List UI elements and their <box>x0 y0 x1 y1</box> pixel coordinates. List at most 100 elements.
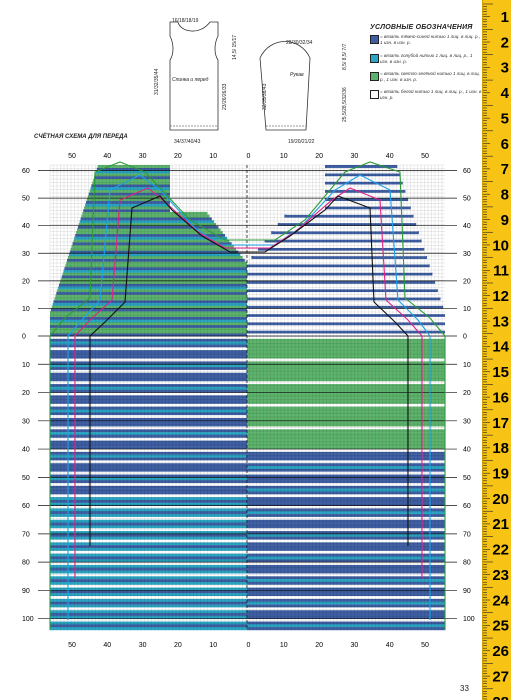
upper-right-row <box>325 176 401 179</box>
upper-right-row <box>325 173 400 177</box>
ruler-number: 23 <box>492 567 509 584</box>
stripe-row-left <box>50 372 247 376</box>
stripe-row-right <box>247 403 445 407</box>
y-tick-label-left: 50 <box>22 475 30 482</box>
page-number: 33 <box>460 684 469 693</box>
upper-right-row <box>325 203 410 207</box>
stripe-row-right <box>247 615 445 619</box>
x-tick-label-top: 20 <box>174 153 182 160</box>
ruler-number: 14 <box>492 339 509 356</box>
upper-left-row <box>74 236 228 240</box>
stripe-row-left <box>50 449 247 453</box>
stripe-row-right <box>247 361 445 365</box>
stripe-row-right <box>247 508 445 512</box>
stripe-row-right <box>247 466 445 470</box>
stripe-row-left <box>50 437 247 441</box>
upper-left-row <box>67 258 245 262</box>
stripe-row-left <box>50 381 247 385</box>
stripe-row-left <box>50 508 247 512</box>
stripe-row-right <box>247 522 445 526</box>
stripe-row-right <box>247 392 445 396</box>
stripe-row-left <box>50 522 247 526</box>
size-outline-blue <box>67 174 431 620</box>
stripe-row-left <box>50 480 247 484</box>
stripe-row-left <box>50 542 247 546</box>
y-tick-label-left: 90 <box>22 588 30 595</box>
upper-left-row <box>50 322 247 326</box>
stripe-row-right <box>247 409 445 413</box>
stripe-row-right <box>247 381 445 385</box>
stripe-row-right <box>247 525 445 529</box>
y-tick-label-left: 20 <box>22 390 30 397</box>
stripe-row-right <box>247 618 445 622</box>
ruler-number: 22 <box>492 542 509 559</box>
y-tick-label-right: 80 <box>463 560 471 567</box>
stripe-row-right <box>247 494 445 498</box>
upper-left-row <box>63 269 247 273</box>
stripe-row-right <box>247 587 445 591</box>
x-tick-label-top: 0 <box>247 153 251 160</box>
stripe-row-left <box>50 576 247 580</box>
ruler-number: 2 <box>501 34 509 51</box>
measuring-ruler: 1 2 3 4 5 6 7 8 9 10 11 12 13 14 15 16 17 18 19 20 21 22 23 24 2… <box>482 0 511 700</box>
stripe-row-right <box>247 423 445 427</box>
upper-right-row <box>247 327 445 331</box>
stripe-row-right <box>247 406 445 410</box>
stripe-row-right <box>247 621 445 625</box>
front-top-measure: 16/18/18/19 <box>172 18 199 24</box>
stripe-row-right <box>247 432 445 436</box>
stripe-row-left <box>50 505 247 509</box>
ruler-number: 9 <box>501 212 509 229</box>
stripe-row-left <box>50 562 247 566</box>
stripe-row-right <box>247 336 445 340</box>
stripe-row-right <box>247 350 445 354</box>
stripe-row-left <box>50 550 247 554</box>
upper-right-row <box>247 294 440 298</box>
upper-left-row <box>77 225 219 229</box>
y-tick-label-right: 20 <box>463 278 471 285</box>
stripe-row-left <box>50 389 247 393</box>
ruler-number: 19 <box>492 466 509 483</box>
x-tick-label-bottom: 20 <box>315 642 323 649</box>
y-tick-label-left: 20 <box>22 278 30 285</box>
stripe-row-right <box>247 596 445 600</box>
upper-left-row <box>84 206 170 210</box>
x-tick-label-top: 10 <box>280 153 288 160</box>
ruler-number: 3 <box>501 60 509 77</box>
y-tick-label-right: 60 <box>463 168 471 175</box>
navy-swatch <box>370 35 379 44</box>
x-tick-label-bottom: 40 <box>386 642 394 649</box>
y-tick-label-left: 30 <box>22 251 30 258</box>
upper-left-row <box>91 184 170 188</box>
ruler-number: 25 <box>492 618 509 635</box>
upper-right-row <box>260 244 424 248</box>
legend-item: = вязать светло-зелёной нитью 1 лиц. в л… <box>370 71 482 82</box>
y-tick-label-right: 70 <box>463 531 471 538</box>
stripe-row-right <box>247 372 445 376</box>
upper-right-row <box>253 253 427 257</box>
stripe-row-right <box>247 483 445 487</box>
stripe-row-left <box>50 483 247 487</box>
upper-right-row <box>247 278 435 282</box>
stripe-row-right <box>247 398 445 402</box>
stripe-row-left <box>50 528 247 532</box>
upper-left-row <box>50 316 247 320</box>
y-tick-label-left: 50 <box>22 196 30 203</box>
stripe-row-right <box>247 463 445 467</box>
y-tick-label-right: 60 <box>463 503 471 510</box>
stripe-row-left <box>50 607 247 611</box>
upper-left-row <box>69 250 239 254</box>
upper-left-row <box>96 167 170 171</box>
upper-right-row <box>325 167 399 171</box>
upper-right-row <box>325 195 408 199</box>
y-tick-label-left: 40 <box>22 447 30 454</box>
stripe-row-right <box>247 338 445 342</box>
stripe-row-right <box>247 401 445 405</box>
x-tick-label-bottom: 30 <box>139 642 147 649</box>
upper-right-row <box>247 275 434 279</box>
stripe-row-right <box>247 434 445 438</box>
front-label: Спинка и перед <box>172 77 209 83</box>
stripe-row-left <box>50 401 247 405</box>
upper-right-row <box>264 239 422 243</box>
size-outline-green <box>49 161 446 630</box>
